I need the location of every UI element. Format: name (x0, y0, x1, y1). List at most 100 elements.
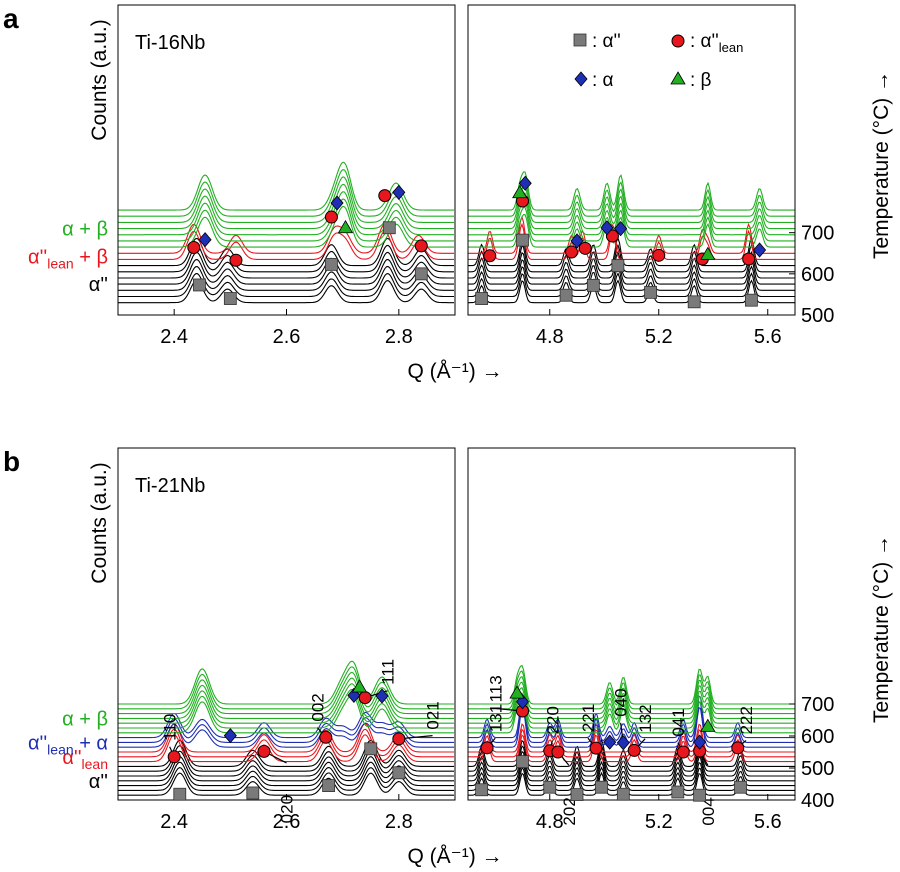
legend-circle-label: : α''lean (690, 31, 743, 55)
marker-square (475, 292, 489, 305)
xrd-trace-665 (118, 205, 454, 248)
marker-diamond (330, 195, 344, 211)
marker-diamond (614, 220, 628, 237)
annotation-hkl-041: 041 (669, 708, 688, 736)
marker-circle (731, 741, 745, 755)
xrd-trace-650 (468, 215, 795, 254)
y2-tick-label: 500 (801, 305, 834, 327)
x-tick-label: 5.2 (645, 326, 673, 348)
marker-square (644, 285, 657, 299)
marker-square (322, 779, 336, 792)
marker-diamond (693, 734, 707, 750)
phase-label-main: α + β (62, 219, 108, 241)
xrd-trace-590 (118, 251, 454, 279)
xrd-trace-695 (118, 191, 454, 236)
marker-square (586, 278, 600, 292)
marker-triangle (512, 184, 528, 199)
xrd-trace-590 (468, 250, 795, 279)
xrd-trace-575 (118, 258, 454, 285)
phase-label-1: α''lean + β (28, 246, 108, 271)
y2-axis-label: Temperature (°C) → (870, 71, 893, 259)
marker-square (173, 787, 187, 801)
y2-axis-label: Temperature (°C) → (870, 535, 893, 723)
phase-label-main: α'' (28, 732, 47, 754)
marker-circle (414, 239, 428, 253)
marker-diamond (223, 728, 237, 744)
legend-circle-sub: lean (719, 40, 744, 55)
annotation-hkl-132: 132 (636, 704, 655, 732)
marker-circle (627, 743, 641, 757)
xrd-trace-575 (468, 258, 795, 285)
xrd-trace-655 (118, 677, 454, 719)
marker-diamond (518, 175, 532, 191)
annotation-hkl-202: 202 (560, 797, 579, 825)
xrd-trace-620 (118, 237, 454, 267)
xrd-trace-545 (118, 273, 454, 298)
marker-circle (257, 744, 271, 758)
x-tick-label: 5.6 (754, 326, 782, 348)
xrd-trace-725 (468, 185, 795, 223)
marker-circle (605, 229, 619, 243)
phase-label-0: α'' (89, 274, 108, 296)
marker-square (611, 259, 625, 273)
marker-circle (578, 241, 592, 255)
marker-triangle (700, 718, 716, 732)
legend-square-icon (573, 33, 587, 47)
phase-label-main: α'' (89, 771, 108, 793)
marker-triangle (337, 219, 354, 234)
marker-circle (589, 741, 603, 755)
annotation-hkl-131: 131 (486, 704, 505, 732)
marker-circle (319, 730, 333, 744)
phase-label-sub: lean (47, 741, 73, 757)
xrd-trace-640 (468, 686, 795, 724)
phase-label-main: α + β (62, 708, 108, 730)
phase-label-sub: lean (82, 756, 108, 772)
legend-circle-icon (671, 34, 685, 48)
xrd-trace-710 (118, 183, 454, 230)
legend-circle-main: : α'' (690, 31, 719, 52)
marker-circle (187, 241, 201, 255)
annotation-hkl-110: 110 (161, 714, 180, 741)
marker-square (382, 221, 396, 235)
xrd-trace-635 (118, 230, 454, 260)
marker-circle (324, 210, 338, 224)
legend-triangle-icon (670, 71, 686, 85)
marker-square (475, 783, 489, 797)
xrd-trace-755 (118, 161, 454, 211)
marker-square (325, 257, 338, 271)
marker-diamond (392, 184, 406, 200)
phase-label-2: α''lean + α (28, 732, 108, 757)
phase-label-1: α''lean (62, 747, 108, 772)
axis-frame (467, 447, 796, 801)
y-axis-label: Counts (a.u.) (88, 462, 111, 583)
annotation-hkl-040: 040 (612, 688, 631, 716)
phase-label-suffix: + β (74, 246, 108, 268)
annotation-hkl-111: 111 (379, 659, 398, 685)
marker-diamond (603, 734, 617, 750)
phase-label-main: α'' (62, 747, 81, 769)
y2-tick-label: 700 (801, 223, 834, 245)
xrd-trace-530 (468, 279, 795, 304)
marker-square (687, 295, 701, 309)
x-axis-label: Q (Å⁻¹) → (407, 360, 502, 383)
annotation-hkl-113: 113 (486, 675, 505, 702)
y2-tick-label: 600 (801, 726, 834, 748)
marker-square (734, 780, 747, 794)
marker-diamond (600, 220, 614, 236)
x-tick-label: 2.6 (273, 326, 301, 348)
legend-diamond-label: : α (592, 70, 614, 91)
annotation-hkl-222: 222 (737, 706, 756, 734)
marker-diamond (616, 735, 630, 751)
marker-circle (392, 732, 406, 746)
xrd-trace-665 (468, 214, 795, 248)
xrd-trace-685 (118, 666, 454, 710)
xrd-trace-605 (118, 244, 454, 273)
annotation-hkl-004: 004 (699, 797, 718, 825)
marker-square (693, 788, 707, 802)
marker-square (570, 788, 584, 801)
marker-triangle (509, 685, 525, 699)
xrd-trace-700 (468, 664, 795, 705)
xrd-trace-560 (468, 265, 795, 291)
marker-circle (551, 745, 565, 759)
